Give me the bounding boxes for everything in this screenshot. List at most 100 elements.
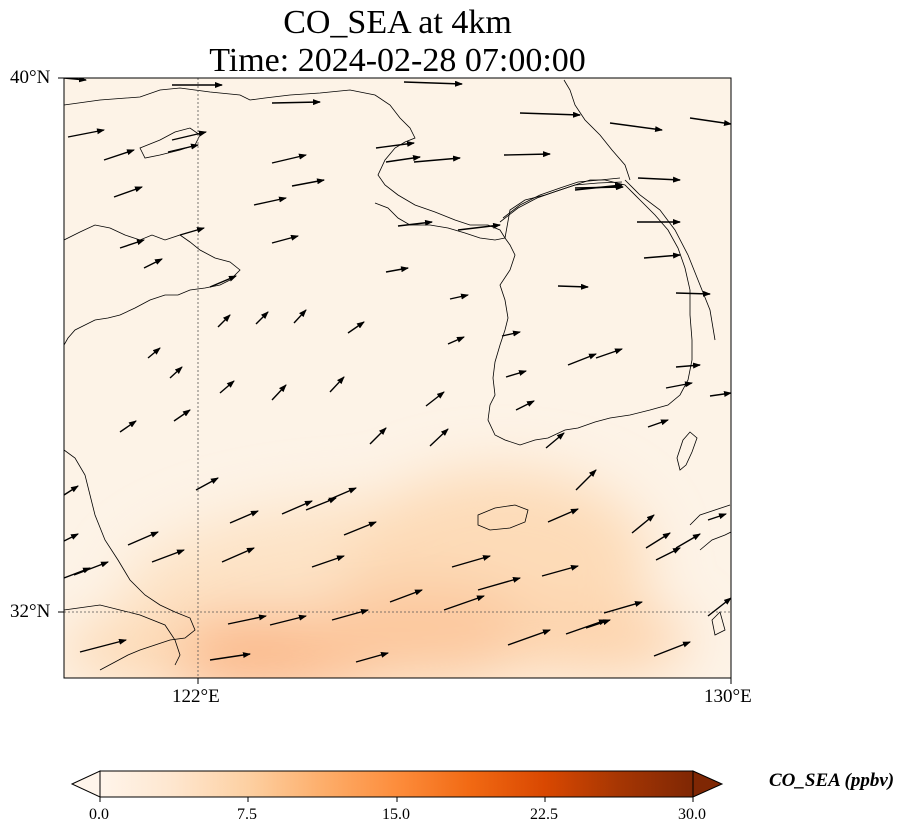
wind-arrow bbox=[443, 595, 485, 611]
wind-arrow bbox=[477, 577, 521, 591]
lat-tick-label: 32°N bbox=[10, 601, 51, 622]
wind-arrow bbox=[595, 348, 623, 359]
wind-arrow bbox=[281, 500, 313, 515]
wind-arrow bbox=[227, 614, 267, 625]
wind-arrow bbox=[449, 293, 469, 300]
wind-arrow bbox=[173, 409, 191, 422]
map-frame bbox=[63, 77, 732, 679]
wind-arrow bbox=[291, 178, 325, 187]
wind-arrow bbox=[73, 561, 109, 576]
wind-arrow bbox=[64, 533, 79, 542]
wind-arrow bbox=[707, 597, 731, 617]
wind-arrow bbox=[609, 122, 663, 133]
colorbar-tick-label: 7.5 bbox=[237, 806, 257, 823]
wind-arrow bbox=[631, 514, 655, 534]
wind-arrow bbox=[229, 510, 259, 524]
wind-arrow bbox=[195, 477, 219, 491]
wind-arrow bbox=[403, 80, 463, 87]
wind-arrow bbox=[355, 652, 389, 663]
wind-arrow bbox=[429, 428, 449, 447]
wind-arrow bbox=[305, 497, 337, 511]
wind-arrow bbox=[413, 155, 461, 163]
lon-tick-label: 130°E bbox=[704, 686, 752, 707]
wind-arrow bbox=[147, 347, 161, 359]
lat-tick-label: 40°N bbox=[10, 67, 51, 88]
wind-arrow bbox=[113, 186, 143, 198]
wind-arrow bbox=[271, 99, 321, 106]
colorbar bbox=[70, 770, 724, 802]
wind-arrow bbox=[375, 140, 415, 149]
wind-arrow bbox=[171, 130, 207, 141]
wind-arrow bbox=[565, 619, 607, 635]
wind-arrow bbox=[347, 321, 365, 334]
wind-arrow bbox=[457, 222, 501, 231]
wind-arrow bbox=[545, 432, 565, 449]
wind-arrow bbox=[503, 151, 551, 158]
wind-arrow bbox=[637, 176, 681, 183]
wind-arrow bbox=[331, 608, 369, 621]
wind-arrow bbox=[541, 564, 579, 577]
wind-arrow bbox=[689, 117, 731, 126]
gridlines bbox=[64, 78, 731, 678]
wind-arrow bbox=[329, 376, 345, 393]
wind-arrow bbox=[209, 652, 251, 661]
wind-vectors bbox=[64, 78, 731, 663]
wind-arrow bbox=[271, 153, 307, 164]
wind-arrow bbox=[217, 314, 231, 328]
wind-arrow bbox=[507, 629, 551, 646]
wind-arrow bbox=[151, 549, 185, 563]
map-title: CO_SEA at 4km bbox=[283, 4, 512, 41]
wind-arrow bbox=[209, 275, 237, 288]
colorbar-tick-label: 0.0 bbox=[89, 806, 109, 823]
wind-arrow bbox=[675, 533, 701, 549]
wind-arrow bbox=[385, 155, 421, 163]
wind-arrow bbox=[253, 196, 287, 206]
wind-arrow bbox=[585, 619, 611, 629]
wind-arrow bbox=[645, 532, 671, 549]
colorbar-title: CO_SEA (ppbv) bbox=[769, 770, 895, 791]
wind-arrow bbox=[221, 547, 255, 563]
wind-arrow bbox=[385, 266, 409, 273]
wind-arrow bbox=[179, 227, 205, 236]
wind-arrow bbox=[64, 567, 91, 579]
wind-arrow bbox=[369, 427, 387, 445]
wind-arrow bbox=[603, 601, 643, 614]
colorbar-tick-label: 30.0 bbox=[678, 806, 706, 823]
wind-arrow bbox=[103, 149, 135, 161]
wind-arrow bbox=[293, 309, 307, 324]
wind-arrow bbox=[271, 234, 299, 244]
wind-arrow bbox=[519, 111, 581, 118]
wind-arrow bbox=[271, 384, 287, 401]
wind-arrow bbox=[219, 380, 235, 394]
wind-arrow bbox=[79, 638, 127, 653]
wind-arrow bbox=[643, 252, 681, 259]
lon-tick-label: 122°E bbox=[172, 686, 220, 707]
wind-arrow bbox=[119, 420, 137, 433]
wind-arrow bbox=[675, 290, 711, 297]
wind-arrow bbox=[501, 330, 521, 337]
wind-arrow bbox=[709, 391, 731, 397]
wind-arrow bbox=[255, 311, 269, 325]
colorbar-tick-label: 15.0 bbox=[382, 806, 410, 823]
wind-arrow bbox=[269, 614, 307, 626]
wind-arrow bbox=[653, 641, 691, 657]
wind-arrow bbox=[119, 239, 145, 249]
wind-arrow bbox=[575, 469, 597, 491]
wind-arrow bbox=[64, 485, 79, 496]
wind-arrow bbox=[574, 184, 624, 191]
wind-arrow bbox=[169, 366, 183, 379]
wind-arrow bbox=[515, 400, 535, 411]
wind-arrow bbox=[505, 370, 527, 378]
wind-arrow bbox=[311, 555, 345, 568]
wind-arrow bbox=[567, 353, 597, 366]
coastlines bbox=[64, 79, 731, 671]
colorbar-tick-label: 22.5 bbox=[530, 806, 558, 823]
wind-arrow bbox=[343, 521, 377, 536]
wind-arrow bbox=[425, 391, 445, 407]
map-subtitle: Time: 2024-02-28 07:00:00 bbox=[209, 42, 586, 79]
wind-arrow bbox=[557, 283, 589, 290]
wind-arrow bbox=[327, 487, 357, 501]
wind-arrow bbox=[127, 531, 159, 546]
wind-arrow bbox=[397, 219, 433, 227]
